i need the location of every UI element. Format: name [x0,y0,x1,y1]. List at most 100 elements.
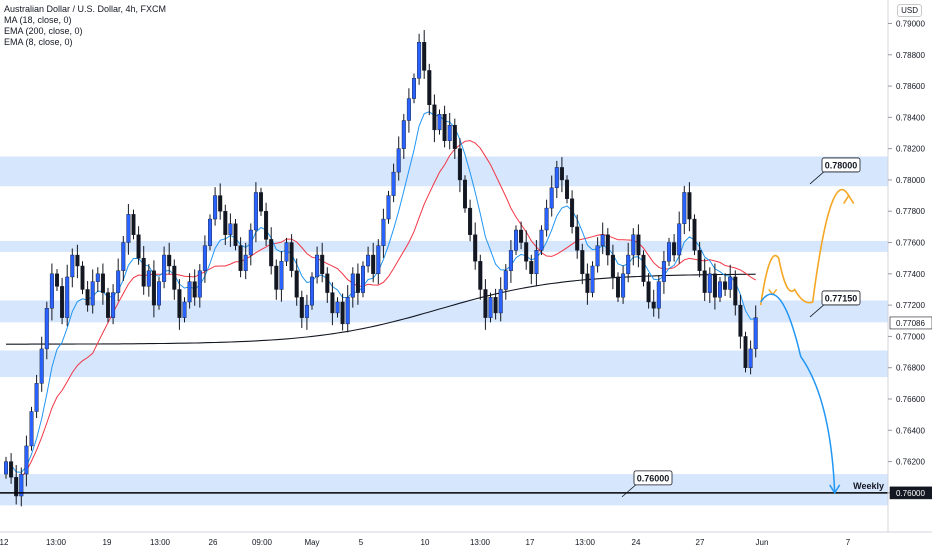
callout-box [821,290,861,306]
candle-body [3,461,8,475]
candle-body [223,211,228,235]
candle-body [600,234,605,246]
candle-body [651,301,656,309]
price-tick-label: 0.76600 [896,395,925,404]
time-tick-label: 27 [696,538,705,547]
candle-body [151,270,156,306]
time-tick-label: 5 [359,538,364,547]
candle-body [49,273,54,309]
candle-body [570,198,575,228]
candle-body [463,179,468,209]
candle-body [202,245,207,271]
time-tick-label: 12 [0,538,9,547]
price-highlight-box [889,316,932,330]
candle-body [559,167,564,181]
time-tick-label: 26 [209,538,218,547]
candle-body [335,301,340,314]
zone-band [0,350,888,378]
candle-body [116,270,121,293]
candle-body [493,297,498,314]
zone-band [0,156,888,187]
candle-body [549,187,554,209]
price-tick-label: 0.78200 [896,145,925,154]
candle-body [136,234,141,259]
price-tick-label: 0.78400 [896,113,925,122]
price-tick-label: 0.78800 [896,51,925,60]
callout-label: 0.77150 [825,293,858,303]
price-tick-label: 0.77400 [896,270,925,279]
ema200-path [6,273,756,345]
candle-body [748,348,753,368]
candle-body [610,254,615,278]
bullish-scenario-path [759,188,850,306]
candle-body [39,348,44,384]
candle-body [412,78,417,99]
candle-body [738,304,743,337]
ema8-path [10,111,756,473]
bearish-scenario-path [760,293,836,493]
candle-body [126,214,131,243]
currency-button[interactable]: USD [897,4,922,17]
candles [3,30,758,507]
candle-body [396,148,401,173]
candle-body [677,223,682,256]
price-callout: 0.77150 [809,290,861,318]
candle-body [172,265,177,290]
price-tick-label: 0.77200 [896,301,925,310]
candle-body [207,218,212,246]
candle-body [60,286,65,318]
candle-body [350,273,355,298]
candle-body [264,211,269,240]
candle-body [75,254,80,267]
candle-body [366,254,371,267]
candle-body [712,273,717,298]
legend-ema8: EMA (8, close, 0) [4,37,73,47]
candle-body [141,257,146,287]
candle-body [682,192,687,224]
candle-body [590,265,595,293]
candle-body [498,289,503,314]
price-tick-label: 0.79000 [896,19,925,28]
price-callout: 0.76000 [621,470,673,498]
candle-body [728,276,733,290]
candle-body [111,292,116,318]
candle-body [65,276,70,318]
price-callouts: 0.78000 0.77150 0.76000 [621,157,861,498]
candle-body [24,445,29,475]
time-tick-label: 10 [421,538,430,547]
candle-body [733,276,738,306]
candle-body [667,242,672,262]
candle-body [702,270,707,293]
candle-body [294,270,299,298]
candle-body [753,317,758,350]
candle-body [121,242,126,271]
candle-body [621,273,626,298]
time-tick-label: 09:00 [252,538,273,547]
candle-body [284,242,289,262]
zone-band [0,300,888,323]
legend-ema200: EMA (200, close, 0) [4,26,83,36]
candle-body [595,245,600,267]
candle-body [248,229,253,256]
candle-body [585,273,590,293]
candle-body [718,281,723,298]
candle-body [304,304,309,318]
candle-body [330,292,335,314]
candle-body [605,234,610,256]
candle-body [243,254,248,271]
price-tick-label: 0.78000 [896,176,925,185]
bullish-arrowhead [843,194,855,205]
candle-body [345,297,350,325]
weekly-level: Weekly [0,481,888,494]
time-tick-label: 17 [526,538,535,547]
time-tick-label: 13:00 [470,538,491,547]
callout-label: 0.78000 [825,160,858,170]
price-tick-label: 0.77000 [896,332,925,341]
candle-body [105,292,110,318]
candle-body [315,254,320,278]
candle-body [340,301,345,325]
candle-body [529,261,534,275]
candle-body [422,42,427,71]
